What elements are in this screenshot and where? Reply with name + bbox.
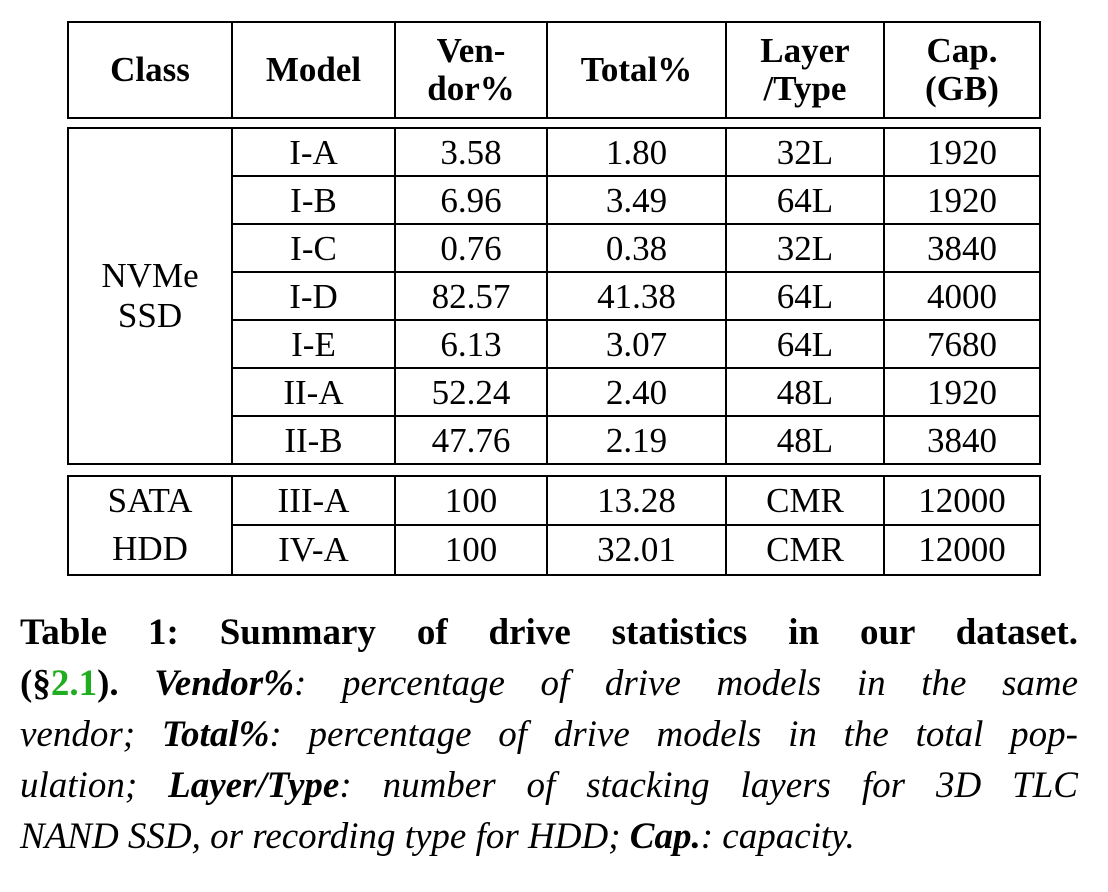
model-cell: I-D xyxy=(231,271,396,321)
capacity-cell: 3840 xyxy=(883,415,1041,465)
model-cell: I-C xyxy=(231,223,396,273)
layer-type-cell: 64L xyxy=(725,271,885,321)
vendor-pct-cell: 100 xyxy=(394,524,548,576)
vendor-pct-cell: 47.76 xyxy=(394,415,548,465)
table-row: II-B 47.76 2.19 48L 3840 xyxy=(68,415,1041,465)
header-capacity: Cap. (GB) xyxy=(883,21,1041,119)
header-total-pct: Total% xyxy=(546,21,727,119)
model-cell: I-A xyxy=(231,127,396,177)
table-row: SATA HDD III-A 100 13.28 CMR 12000 xyxy=(67,474,1041,576)
class-cell-sata-hdd: SATA HDD xyxy=(67,475,233,576)
table-group-sata-hdd: SATA HDD III-A 100 13.28 CMR 12000 IV-A 1… xyxy=(67,474,1041,576)
total-pct-cell: 3.07 xyxy=(546,319,727,369)
total-pct-cell: 3.49 xyxy=(546,175,727,225)
caption-line-2: (§2.1). Vendor%: percentage of drive mod… xyxy=(20,663,1079,704)
table-row: I-E 6.13 3.07 64L 7680 xyxy=(68,319,1041,369)
header-layer-type: Layer/Type xyxy=(725,21,885,119)
capacity-cell: 1920 xyxy=(883,367,1041,417)
layer-type-cell: 48L xyxy=(725,367,885,417)
header-vendor-pct: Ven-dor% xyxy=(394,21,548,119)
table-row: NVMe SSD I-A 3.58 1.80 32L 1920 xyxy=(67,127,1041,465)
total-pct-cell: 2.19 xyxy=(546,415,727,465)
header-model: Model xyxy=(231,21,396,119)
term-capacity: Cap. xyxy=(629,816,701,857)
capacity-cell: 12000 xyxy=(883,474,1041,527)
total-pct-cell: 13.28 xyxy=(546,474,727,527)
capacity-cell: 4000 xyxy=(883,271,1041,321)
vendor-pct-cell: 6.96 xyxy=(394,175,548,225)
layer-type-cell: 32L xyxy=(725,127,885,177)
total-pct-cell: 0.38 xyxy=(546,223,727,273)
model-cell: II-A xyxy=(231,367,396,417)
capacity-cell: 12000 xyxy=(883,524,1041,576)
capacity-cell: 1920 xyxy=(883,127,1041,177)
caption-line-3: vendor; Total%: percentage of drive mode… xyxy=(20,714,1078,755)
model-cell: II-B xyxy=(231,415,396,465)
term-layer-type: Layer/Type xyxy=(168,765,340,806)
header-row: Class Model Ven-dor% Total% Layer/Type C… xyxy=(67,21,1041,119)
table-header: Class Model Ven-dor% Total% Layer/Type C… xyxy=(67,21,1041,119)
class-cell-nvme-ssd: NVMe SSD xyxy=(67,127,233,465)
caption-title: Table 1: Summary of drive statistics in … xyxy=(20,612,1078,653)
table-row: I-C 0.76 0.38 32L 3840 xyxy=(68,223,1041,273)
capacity-cell: 1920 xyxy=(883,175,1041,225)
caption-line-5: NAND SSD, or recording type for HDD; Cap… xyxy=(20,816,855,857)
term-vendor-pct: Vendor% xyxy=(154,663,295,704)
layer-type-cell: 64L xyxy=(725,319,885,369)
total-pct-cell: 41.38 xyxy=(546,271,727,321)
model-cell: I-B xyxy=(231,175,396,225)
vendor-pct-cell: 82.57 xyxy=(394,271,548,321)
vendor-pct-cell: 3.58 xyxy=(394,127,548,177)
table-row: I-D 82.57 41.38 64L 4000 xyxy=(68,271,1041,321)
vendor-pct-cell: 52.24 xyxy=(394,367,548,417)
layer-type-cell: CMR xyxy=(725,524,885,576)
capacity-cell: 3840 xyxy=(883,223,1041,273)
vendor-pct-cell: 0.76 xyxy=(394,223,548,273)
section-reference-link[interactable]: 2.1 xyxy=(50,663,98,704)
layer-type-cell: 48L xyxy=(725,415,885,465)
table-row: I-B 6.96 3.49 64L 1920 xyxy=(68,175,1041,225)
table-group-nvme-ssd: NVMe SSD I-A 3.58 1.80 32L 1920 I-B 6.96 … xyxy=(67,127,1041,465)
layer-type-cell: 32L xyxy=(725,223,885,273)
caption-line-4: ulation; Layer/Type: number of stacking … xyxy=(20,765,1078,806)
total-pct-cell: 2.40 xyxy=(546,367,727,417)
layer-type-cell: 64L xyxy=(725,175,885,225)
model-cell: IV-A xyxy=(231,524,396,576)
table-row: IV-A 100 32.01 CMR 12000 xyxy=(68,524,1041,576)
header-class: Class xyxy=(67,21,233,119)
capacity-cell: 7680 xyxy=(883,319,1041,369)
vendor-pct-cell: 100 xyxy=(394,474,548,527)
vendor-pct-cell: 6.13 xyxy=(394,319,548,369)
table-row: II-A 52.24 2.40 48L 1920 xyxy=(68,367,1041,417)
total-pct-cell: 1.80 xyxy=(546,127,727,177)
table-caption: Table 1: Summary of drive statistics in … xyxy=(20,607,1078,862)
model-cell: III-A xyxy=(231,474,396,527)
total-pct-cell: 32.01 xyxy=(546,524,727,576)
layer-type-cell: CMR xyxy=(725,474,885,527)
model-cell: I-E xyxy=(231,319,396,369)
term-total-pct: Total% xyxy=(161,714,270,755)
